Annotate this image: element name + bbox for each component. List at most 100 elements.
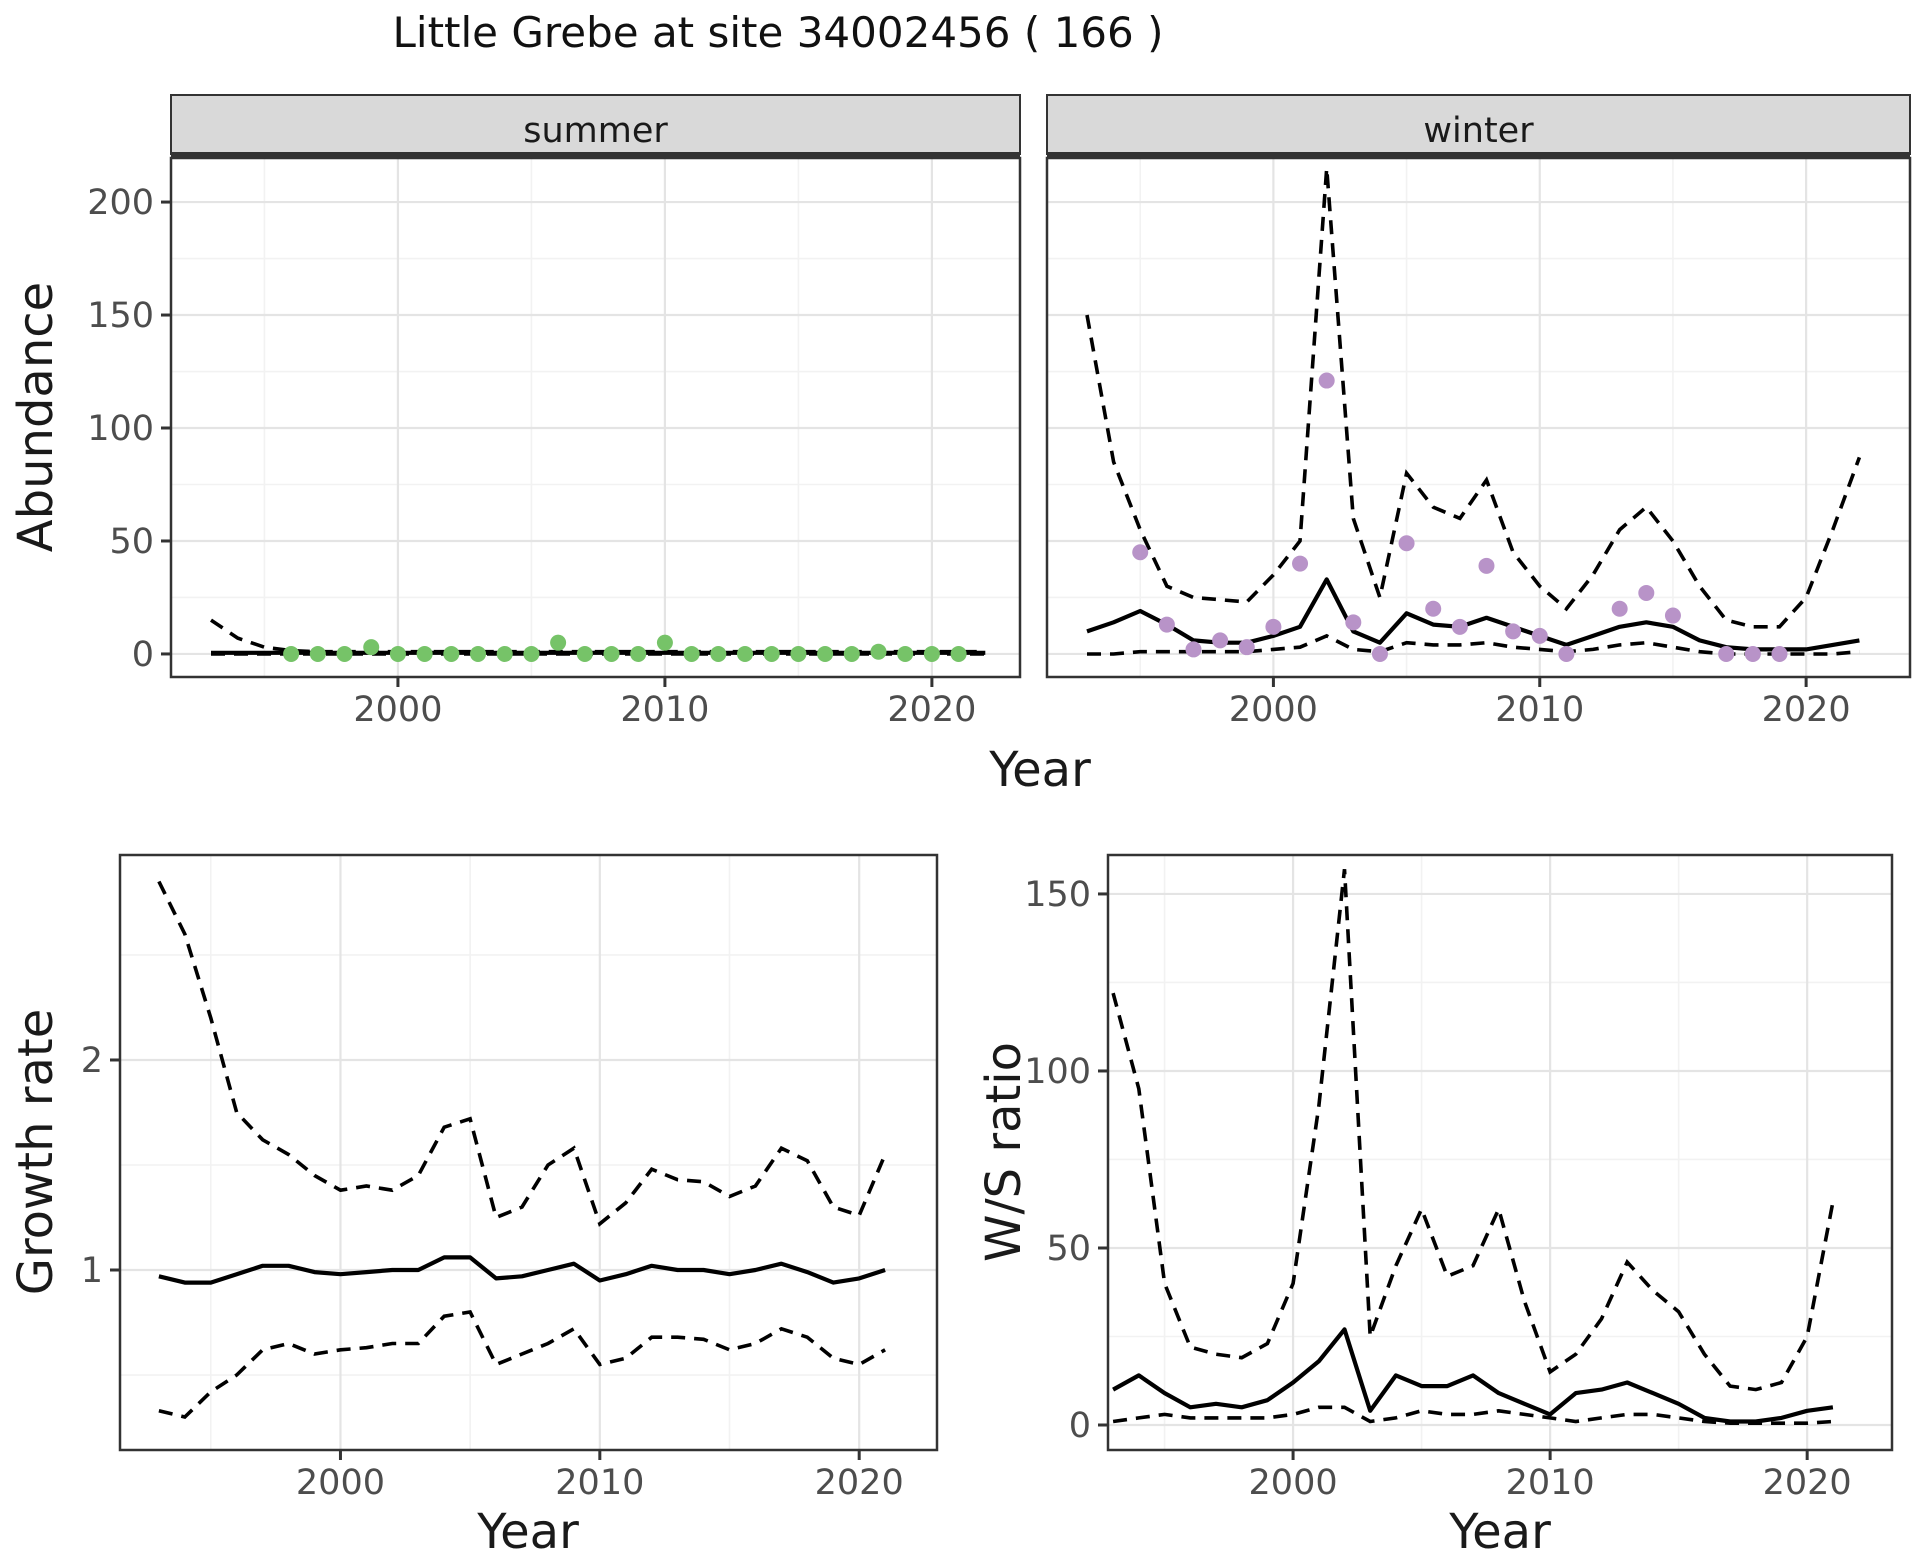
summer-data-point [550,634,567,651]
y-axis-title-ws-ratio: W/S ratio [976,1042,1032,1262]
summer-data-point [416,645,433,662]
y-tick-label: 0 [132,635,154,675]
x-tick-label: 2020 [887,690,976,730]
winter-data-point [1185,641,1202,658]
y-axis-title-abundance: Abundance [8,282,64,552]
winter-data-point [1451,618,1468,635]
facet-strip [1046,94,1911,155]
x-axis-title-ws: Year [1448,1504,1551,1560]
x-axis-title-top: Year [988,742,1091,798]
winter-data-point [1398,535,1415,552]
panel-border [1106,853,1894,1452]
summer-data-point [630,645,647,662]
ci-upper-line [157,880,887,1227]
x-tick-label: 2010 [555,1463,644,1503]
y-tick-label: 200 [87,183,154,223]
x-tick-label: 2010 [1506,1463,1595,1503]
y-axis-title-growth-rate: Growth rate [8,1009,64,1296]
x-tick-label: 2020 [815,1463,904,1503]
winter-data-point [1292,555,1309,572]
ci-upper-line [1085,168,1862,629]
summer-data-point [763,645,780,662]
winter-data-point [1212,632,1229,649]
y-tick-label: 100 [87,409,154,449]
x-tick-label: 2000 [1229,690,1318,730]
winter-data-point [1132,544,1149,561]
y-tick-label: 150 [1024,875,1091,915]
winter-data-point [1611,600,1628,617]
summer-data-point [843,645,860,662]
x-tick-label: 2000 [353,690,442,730]
x-tick-label: 2000 [1249,1463,1338,1503]
ci-lower-line [158,1310,886,1419]
winter-data-point [1638,584,1655,601]
facet-strip-underline [1047,152,1910,158]
panel-background [171,158,1020,677]
summer-data-point [603,645,620,662]
winter-data-point [1505,623,1522,640]
winter-data-point [1664,607,1681,624]
panel-background [1047,158,1910,677]
summer-data-point [283,645,300,662]
summer-data-point [870,643,887,660]
winter-data-point [1744,645,1761,662]
summer-data-point [817,645,834,662]
page-title: Little Grebe at site 34002456 ( 166 ) [392,8,1164,57]
summer-data-point [897,645,914,662]
x-axis-title-growth: Year [476,1504,579,1560]
fit-line [1112,1327,1834,1424]
winter-data-point [1265,618,1282,635]
winter-data-point [1345,614,1362,631]
summer-data-point [737,645,754,662]
summer-data-point [683,645,700,662]
winter-data-point [1478,557,1495,574]
summer-data-point [523,645,540,662]
x-tick-label: 2010 [1495,690,1584,730]
summer-data-point [656,634,673,651]
panel-summer: summer 2000 2010 2020 0 50 100 150 200 [87,94,1022,730]
fit-line [158,1255,886,1285]
ci-lower-line [1112,1405,1834,1425]
winter-data-point [1531,627,1548,644]
facet-strip-underline [171,152,1020,158]
facet-strip-label: winter [1423,111,1534,151]
x-tick-label: 2020 [1762,690,1851,730]
summer-data-point [710,645,727,662]
summer-data-point [363,639,380,656]
winter-data-point [1771,645,1788,662]
summer-data-point [470,645,487,662]
y-tick-label: 0 [1069,1406,1091,1446]
y-tick-label: 50 [109,522,154,562]
summer-data-point [309,645,326,662]
winter-data-point [1318,372,1335,389]
summer-data-point [950,645,967,662]
panel-ws: 2000 2010 2020 0 50 100 150 [1024,853,1894,1503]
x-tick-label: 2010 [620,690,709,730]
y-tick-label: 150 [87,296,154,336]
panel-background [120,855,937,1450]
summer-data-point [336,645,353,662]
summer-data-point [496,645,513,662]
y-tick-label: 100 [1024,1052,1091,1092]
x-tick-label: 2020 [1763,1463,1852,1503]
panel-border [118,853,939,1452]
summer-data-point [443,645,460,662]
panel-background [1108,855,1892,1450]
facet-strip [170,94,1021,155]
ci-upper-line [1111,869,1835,1392]
panel-growth: 2000 2010 2020 1 2 [81,853,939,1503]
y-tick-label: 50 [1046,1229,1091,1269]
summer-data-point [576,645,593,662]
winter-data-point [1158,616,1175,633]
panel-winter: winter 2000 2010 2020 [1045,94,1912,730]
winter-data-point [1371,645,1388,662]
summer-data-point [389,645,406,662]
y-tick-label: 2 [81,1041,103,1081]
facet-strip-label: summer [523,111,668,151]
winter-data-point [1558,645,1575,662]
x-tick-label: 2000 [296,1463,385,1503]
winter-data-point [1425,600,1442,617]
winter-data-point [1718,645,1735,662]
